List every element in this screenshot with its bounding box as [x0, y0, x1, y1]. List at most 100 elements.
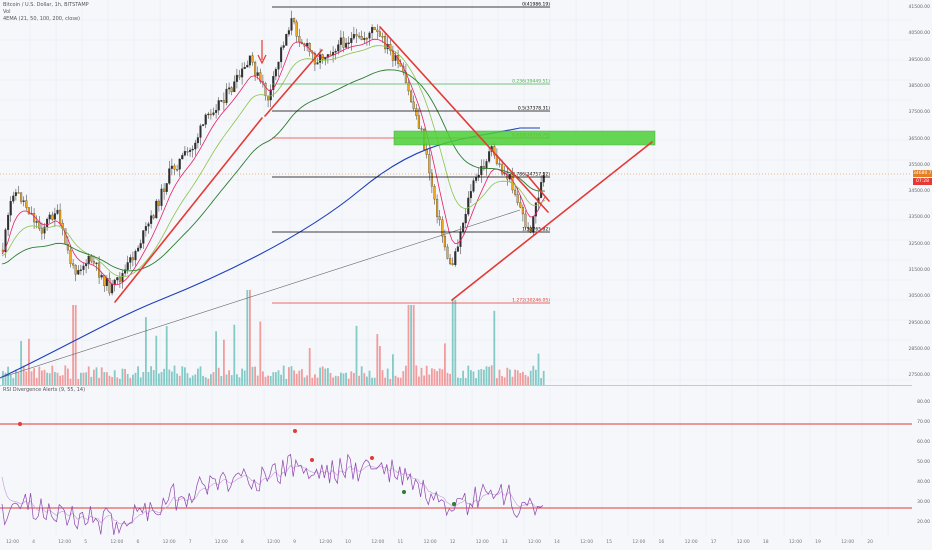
- candle: [230, 87, 233, 93]
- candle: [529, 228, 532, 233]
- volume-bar: [280, 374, 282, 385]
- candle: [103, 275, 106, 287]
- candle: [181, 155, 184, 160]
- volume-bar: [254, 366, 256, 385]
- volume-bar: [475, 378, 477, 385]
- volume-bar: [519, 372, 522, 385]
- candle: [521, 207, 524, 215]
- time-tick: 19: [815, 540, 821, 545]
- candle: [121, 273, 124, 282]
- volume-bar: [319, 367, 321, 385]
- candle: [17, 192, 20, 194]
- volume-bar: [428, 374, 431, 385]
- volume-bar: [100, 367, 103, 385]
- candle: [178, 158, 181, 170]
- price-tick: 31500.00: [908, 268, 930, 273]
- volume-bar: [462, 370, 464, 385]
- volume-bar: [207, 378, 210, 385]
- candle: [202, 124, 205, 126]
- volume-bar: [124, 368, 126, 385]
- volume-bar: [334, 375, 337, 385]
- volume-bar: [220, 376, 223, 385]
- candle: [454, 251, 457, 266]
- volume-bar: [467, 365, 470, 385]
- volume-bar: [496, 378, 498, 385]
- time-tick: 12:00: [423, 540, 437, 545]
- candle: [92, 260, 95, 264]
- volume-bar: [145, 317, 147, 385]
- candle: [334, 50, 337, 53]
- volume-bar: [15, 369, 17, 385]
- volume-bar: [2, 371, 4, 385]
- candle: [165, 183, 168, 192]
- candle: [339, 37, 342, 45]
- volume-bar: [350, 371, 353, 385]
- candle: [308, 43, 311, 53]
- candle: [477, 174, 480, 178]
- time-tick: 9: [293, 540, 296, 545]
- candle: [4, 229, 7, 252]
- candle: [59, 209, 62, 224]
- candle: [22, 200, 25, 202]
- volume-bar: [503, 377, 506, 385]
- time-tick: 8: [240, 540, 244, 545]
- volume-bar: [165, 326, 168, 385]
- candle: [220, 100, 223, 102]
- volume-bar: [464, 377, 467, 385]
- volume-bar: [12, 377, 15, 385]
- volume-bar: [160, 371, 163, 385]
- candle: [72, 263, 75, 266]
- rsi-divergence-marker: [452, 502, 456, 506]
- candle: [352, 34, 355, 39]
- current-price-badge: 34680.77: [913, 170, 932, 177]
- time-tick: 15: [606, 540, 613, 545]
- volume-bar: [418, 376, 420, 385]
- time-axis[interactable]: 12:00 4 12:00 5 12:00 6 12:00 7 12:00 8 12:00 9 12:0…: [0, 536, 912, 550]
- candle: [298, 36, 301, 43]
- rsi-tick: 20.00: [917, 520, 930, 525]
- candle: [449, 258, 452, 264]
- candle: [290, 18, 293, 31]
- volume-bar: [116, 377, 119, 385]
- fib-level-label: 0.786(34757.92): [512, 172, 550, 178]
- volume-bar: [158, 373, 160, 385]
- volume-bar: [126, 373, 129, 385]
- candle: [66, 243, 69, 251]
- candle: [475, 177, 478, 181]
- candle: [412, 101, 415, 109]
- volume-bar: [306, 375, 308, 385]
- candle: [519, 202, 522, 208]
- candle: [51, 214, 54, 220]
- candle: [215, 110, 218, 113]
- price-chart-canvas[interactable]: 0(41986.19) 0.236(39449.51) 0.5(37378.31) 0…: [0, 0, 912, 386]
- candle: [87, 256, 90, 264]
- candle: [95, 262, 98, 265]
- candle: [425, 149, 428, 155]
- volume-bar: [360, 366, 363, 385]
- volume-bar: [202, 375, 204, 385]
- volume-bar: [262, 371, 264, 385]
- volume-bar: [56, 372, 59, 385]
- rsi-pane[interactable]: RSI Divergence Alerts (9, 55, 14): [0, 387, 912, 536]
- candle: [363, 37, 366, 40]
- price-axis[interactable]: 34680.77 07:28 41500.00 40500.00 39500.00 3…: [908, 0, 932, 536]
- volume-bar: [181, 366, 184, 385]
- volume-bar: [347, 378, 350, 385]
- candle: [358, 35, 361, 38]
- volume-bar: [301, 369, 303, 385]
- ema-indicator-label: 4EMA (21, 50, 100, 200, close): [3, 16, 80, 22]
- volume-bar: [451, 300, 454, 385]
- candle: [40, 228, 43, 234]
- volume-bar: [277, 370, 280, 385]
- rsi-line: [1, 453, 544, 535]
- uptrend-line-1: [114, 117, 263, 303]
- volume-bar: [423, 375, 425, 385]
- rsi-divergence-marker: [18, 422, 22, 426]
- volume-bar: [540, 378, 542, 385]
- volume-bar: [74, 305, 77, 385]
- volume-bar: [535, 369, 537, 385]
- rsi-canvas[interactable]: [0, 388, 912, 536]
- price-chart-pane[interactable]: 0(41986.19) 0.236(39449.51) 0.5(37378.31) 0…: [0, 0, 912, 386]
- candle: [196, 137, 199, 144]
- candle: [410, 90, 413, 103]
